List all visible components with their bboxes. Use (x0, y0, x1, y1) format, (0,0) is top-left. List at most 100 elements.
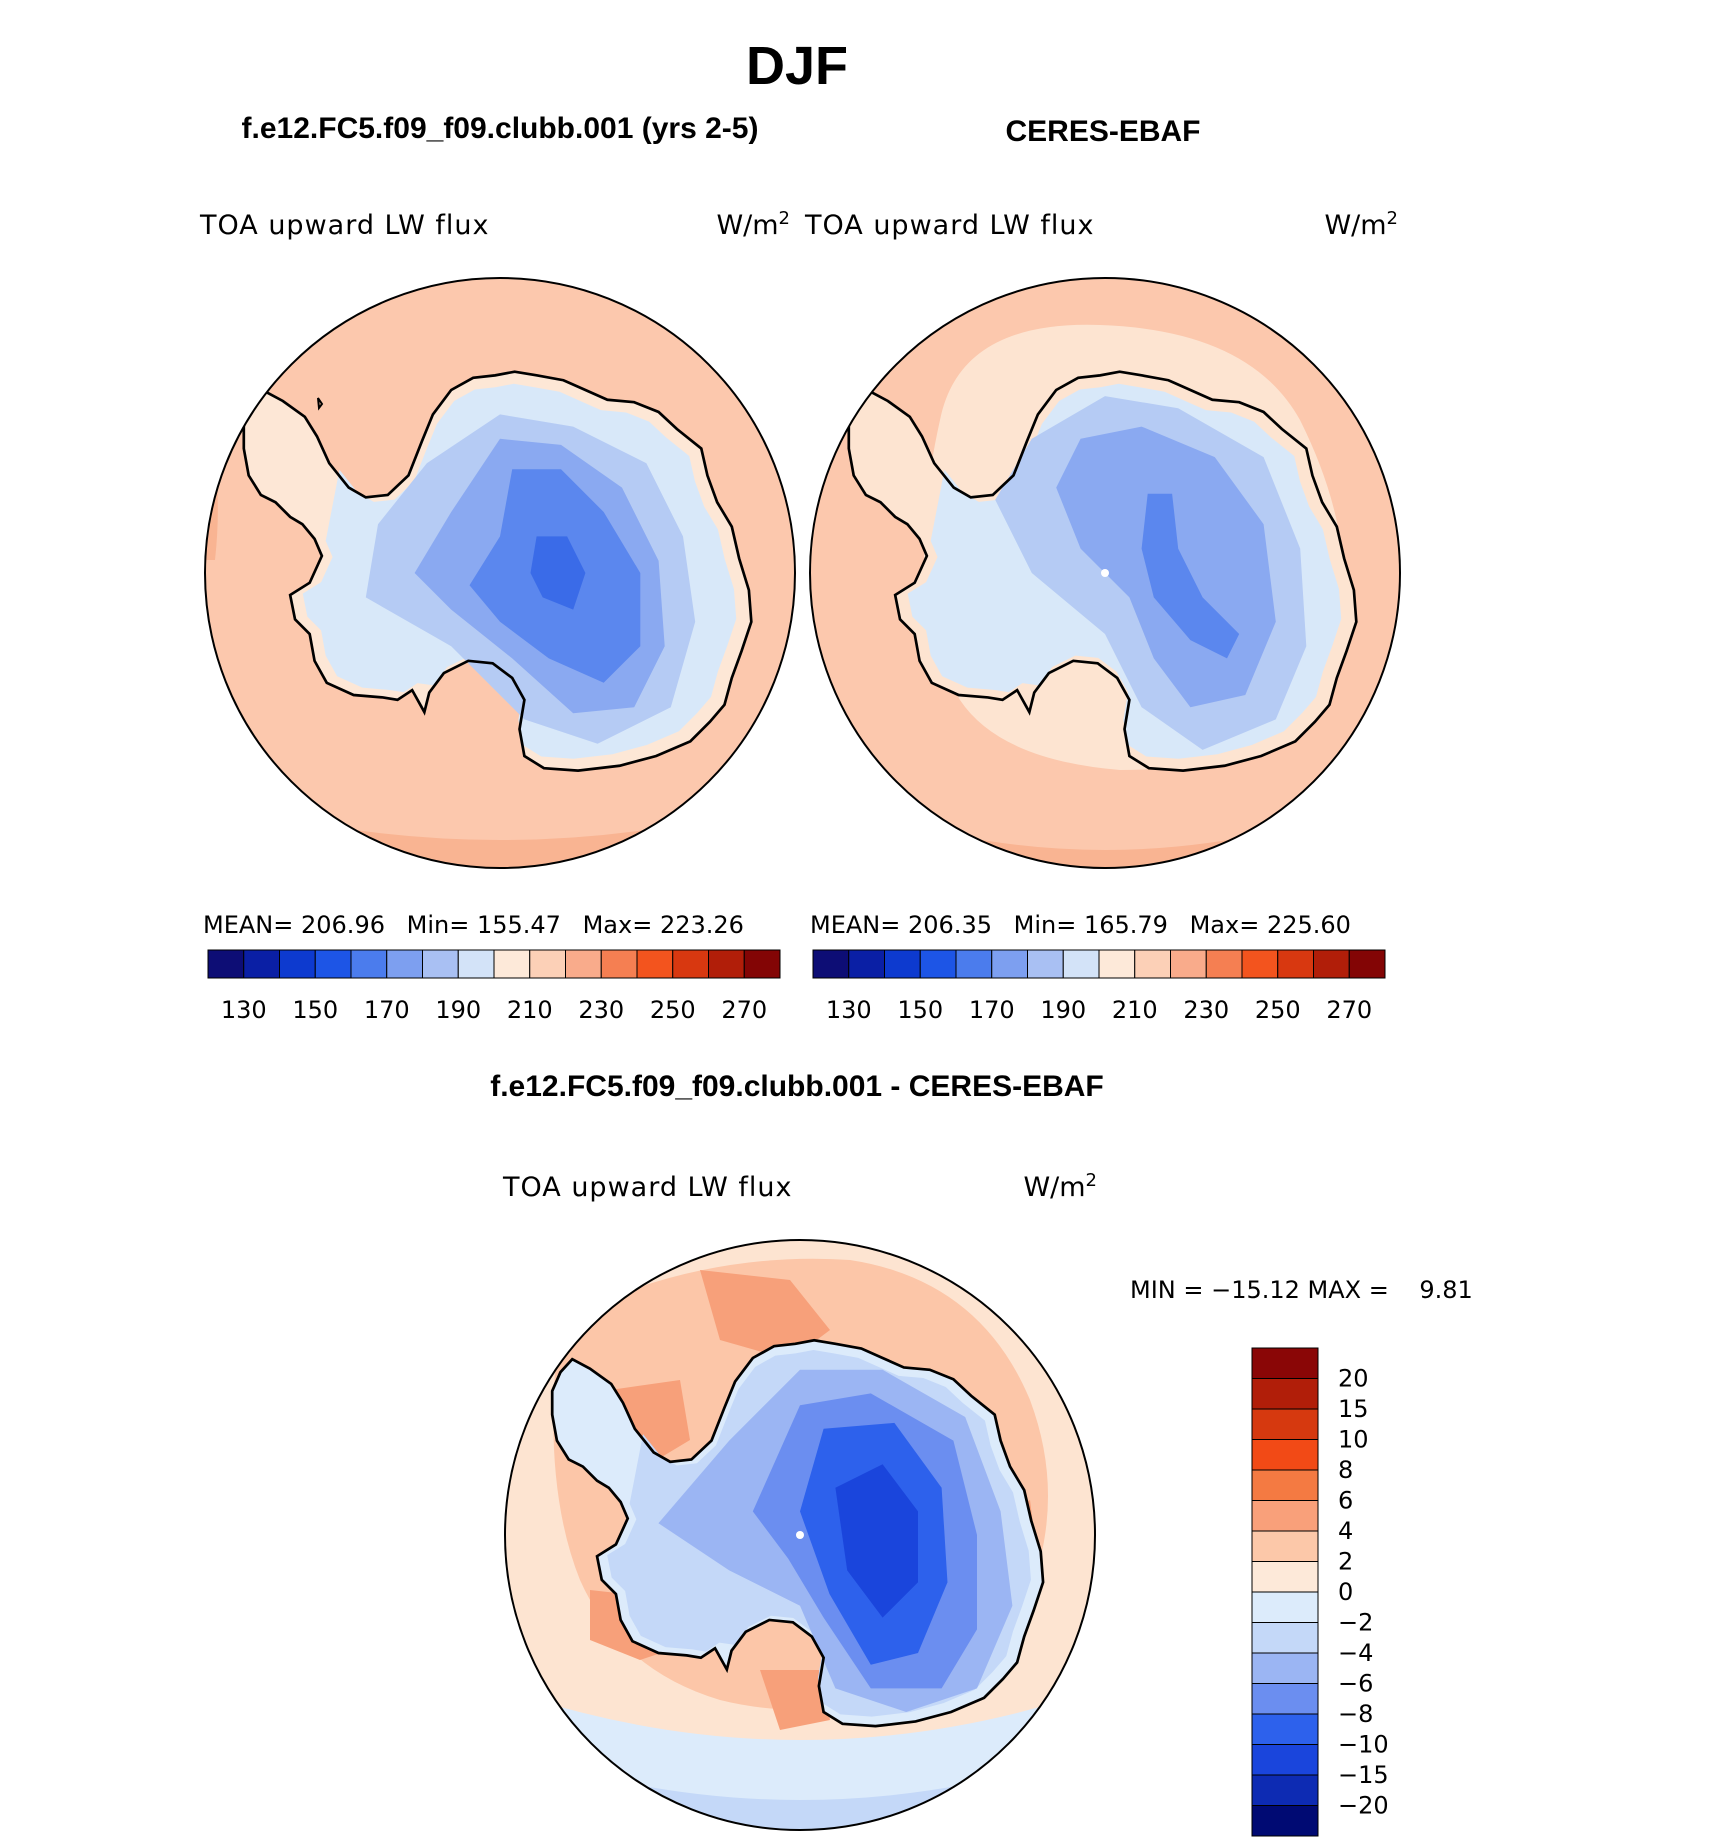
colorbar-segment (1241, 949, 1279, 979)
season-title: DJF (746, 36, 848, 96)
colorbar-segment (1251, 1805, 1319, 1837)
colorbar-tick-label: −4 (1338, 1639, 1373, 1667)
colorbar-segment (422, 949, 459, 979)
obs-heading: CERES-EBAF (1005, 115, 1200, 148)
colorbar-segment (279, 949, 316, 979)
obs-units-label: W/m2 (1324, 208, 1398, 241)
colorbar-segment (207, 949, 245, 979)
diff-map (505, 1240, 1095, 1830)
colorbar-tick-label: 190 (435, 996, 481, 1024)
model-variable-label: TOA upward LW flux (199, 210, 490, 241)
colorbar-segment (1251, 1530, 1319, 1562)
colorbar-segment (1251, 1774, 1319, 1806)
colorbar-tick-label: −20 (1338, 1792, 1389, 1820)
colorbar-segment (1251, 1439, 1319, 1471)
colorbar-segment (1027, 949, 1064, 979)
colorbar-tick-label: 15 (1338, 1395, 1369, 1423)
colorbar-tick-label: 130 (826, 996, 872, 1024)
colorbar-segment (991, 949, 1028, 979)
colorbar-segment (1251, 1744, 1319, 1776)
colorbar-tick-label: 150 (292, 996, 338, 1024)
colorbar-segment (243, 949, 280, 979)
obs-variable-label: TOA upward LW flux (804, 210, 1095, 241)
colorbar-tick-label: 210 (1112, 996, 1158, 1024)
colorbar-segment (1251, 1561, 1319, 1593)
colorbar-segment (1098, 949, 1136, 979)
colorbar-segment (1251, 1378, 1319, 1410)
colorbar-segment (955, 949, 993, 979)
model-units-label: W/m2 (716, 208, 790, 241)
colorbar-tick-label: 6 (1338, 1487, 1353, 1515)
colorbar-segment (457, 949, 495, 979)
colorbar-segment (565, 949, 602, 979)
diff-panel: f.e12.FC5.f09_f09.clubb.001 - CERES-EBAF… (490, 1070, 1473, 1837)
obs-panel: TOA upward LW flux W/m2 MEAN= 206.35 Min… (804, 208, 1401, 1024)
colorbar-tick-label: 270 (721, 996, 767, 1024)
obs-stats: MEAN= 206.35 Min= 165.79 Max= 225.60 (810, 911, 1351, 939)
colorbar-segment (1205, 949, 1243, 979)
colorbar-tick-label: 10 (1338, 1426, 1369, 1454)
colorbar-tick-label: 250 (1255, 996, 1301, 1024)
colorbar-tick-label: 130 (221, 996, 267, 1024)
model-panel: TOA upward LW flux W/m2 MEAN= (199, 208, 796, 1024)
obs-map (810, 278, 1400, 868)
diff-heading: f.e12.FC5.f09_f09.clubb.001 - CERES-EBAF (490, 1070, 1104, 1103)
colorbar-segment (636, 949, 674, 979)
model-colorbar-ticks: 130 150 170 190 210 230 250 270 (221, 996, 767, 1024)
model-heading: f.e12.FC5.f09_f09.clubb.001 (yrs 2-5) (242, 112, 759, 145)
colorbar-segment (708, 949, 745, 979)
colorbar-tick-label: −15 (1338, 1761, 1389, 1789)
colorbar-segment (1251, 1652, 1319, 1684)
colorbar-segment (672, 949, 709, 979)
colorbar-segment (1251, 1347, 1319, 1379)
colorbar-segment (493, 949, 531, 979)
colorbar-segment (1251, 1683, 1319, 1715)
colorbar-tick-label: 270 (1326, 996, 1372, 1024)
colorbar-segment (884, 949, 921, 979)
colorbar-segment (1251, 1713, 1319, 1745)
colorbar-tick-label: 2 (1338, 1548, 1353, 1576)
colorbar-tick-label: 250 (650, 996, 696, 1024)
colorbar-segment (1134, 949, 1171, 979)
colorbar-segment (919, 949, 957, 979)
diff-minmax: MIN = −15.12 MAX = 9.81 (1130, 1276, 1473, 1304)
colorbar-segment (386, 949, 423, 979)
colorbar-segment (1251, 1408, 1319, 1440)
colorbar-tick-label: 20 (1338, 1365, 1369, 1393)
colorbar-segment (600, 949, 638, 979)
colorbar-segment (1348, 949, 1386, 979)
colorbar-segment (1251, 1591, 1319, 1623)
diff-units-label: W/m2 (1023, 1170, 1097, 1203)
colorbar-segment (1313, 949, 1350, 979)
colorbar-tick-label: −8 (1338, 1700, 1373, 1728)
colorbar-segment (812, 949, 850, 979)
obs-colorbar-ticks: 130 150 170 190 210 230 250 270 (826, 996, 1372, 1024)
colorbar-segment (314, 949, 352, 979)
colorbar-segment (848, 949, 885, 979)
colorbar-tick-label: −2 (1338, 1609, 1373, 1637)
colorbar-segment (1277, 949, 1314, 979)
colorbar-tick-label: 0 (1338, 1578, 1353, 1606)
colorbar-segment (1251, 1469, 1319, 1501)
diff-variable-label: TOA upward LW flux (502, 1172, 793, 1203)
colorbar-segment (1251, 1622, 1319, 1654)
colorbar-tick-label: 170 (969, 996, 1015, 1024)
colorbar-tick-label: 8 (1338, 1456, 1353, 1484)
model-colorbar (207, 949, 781, 979)
colorbar-tick-label: −6 (1338, 1670, 1373, 1698)
colorbar-tick-label: 170 (364, 996, 410, 1024)
colorbar-segment (1062, 949, 1100, 979)
model-map (205, 278, 795, 868)
colorbar-tick-label: 150 (897, 996, 943, 1024)
colorbar-tick-label: 230 (578, 996, 624, 1024)
colorbar-segment (743, 949, 781, 979)
colorbar-tick-label: 210 (507, 996, 553, 1024)
colorbar-segment (350, 949, 388, 979)
colorbar-tick-label: −10 (1338, 1731, 1389, 1759)
colorbar-tick-label: 230 (1183, 996, 1229, 1024)
colorbar-segment (1170, 949, 1207, 979)
colorbar-tick-label: 190 (1040, 996, 1086, 1024)
